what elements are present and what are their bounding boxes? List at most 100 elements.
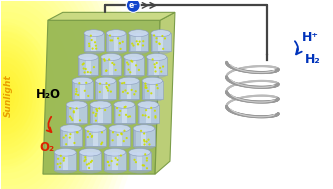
Ellipse shape: [66, 120, 87, 125]
Circle shape: [146, 160, 148, 162]
Polygon shape: [114, 105, 135, 122]
Circle shape: [111, 160, 113, 162]
Circle shape: [99, 83, 101, 85]
Circle shape: [69, 136, 71, 139]
Circle shape: [152, 58, 154, 60]
Polygon shape: [109, 57, 113, 75]
Polygon shape: [159, 33, 163, 51]
Circle shape: [142, 40, 144, 42]
Polygon shape: [117, 129, 122, 146]
Polygon shape: [43, 20, 160, 174]
Polygon shape: [142, 81, 163, 99]
Circle shape: [70, 117, 72, 119]
Polygon shape: [60, 129, 63, 146]
Ellipse shape: [124, 53, 144, 60]
Ellipse shape: [78, 53, 98, 60]
Polygon shape: [79, 152, 101, 170]
Ellipse shape: [129, 48, 148, 54]
Polygon shape: [109, 129, 130, 146]
Circle shape: [153, 34, 155, 36]
Circle shape: [69, 115, 71, 118]
Polygon shape: [54, 152, 76, 170]
Ellipse shape: [119, 96, 139, 101]
Polygon shape: [68, 129, 74, 146]
Ellipse shape: [96, 77, 116, 84]
Circle shape: [95, 45, 97, 47]
Polygon shape: [146, 105, 151, 122]
Ellipse shape: [129, 148, 151, 156]
Circle shape: [143, 132, 145, 135]
Circle shape: [120, 48, 122, 50]
Circle shape: [148, 139, 150, 141]
Circle shape: [101, 142, 103, 144]
Circle shape: [107, 161, 109, 163]
Ellipse shape: [104, 167, 126, 173]
Circle shape: [110, 91, 112, 93]
Circle shape: [161, 35, 164, 37]
Circle shape: [132, 44, 135, 47]
Circle shape: [131, 60, 133, 63]
Circle shape: [159, 43, 161, 45]
Ellipse shape: [142, 96, 163, 101]
Circle shape: [73, 142, 76, 144]
Text: Sunlight: Sunlight: [4, 74, 13, 117]
Circle shape: [131, 89, 133, 91]
Ellipse shape: [151, 30, 170, 37]
Polygon shape: [84, 33, 86, 51]
Ellipse shape: [133, 143, 155, 149]
Polygon shape: [86, 57, 91, 75]
Ellipse shape: [72, 77, 93, 84]
Circle shape: [105, 69, 108, 72]
Circle shape: [101, 131, 103, 133]
Circle shape: [117, 134, 119, 136]
Ellipse shape: [114, 120, 135, 125]
Ellipse shape: [106, 48, 126, 54]
Circle shape: [154, 66, 156, 68]
Polygon shape: [136, 33, 141, 51]
Circle shape: [113, 64, 115, 66]
Polygon shape: [147, 57, 166, 75]
Polygon shape: [114, 33, 119, 51]
Circle shape: [157, 87, 159, 89]
Ellipse shape: [84, 30, 104, 37]
Circle shape: [129, 115, 131, 118]
Polygon shape: [147, 57, 149, 75]
Circle shape: [148, 116, 150, 118]
Circle shape: [105, 86, 108, 88]
Circle shape: [59, 166, 61, 168]
Polygon shape: [122, 105, 127, 122]
Circle shape: [104, 109, 106, 111]
Ellipse shape: [133, 125, 155, 132]
Circle shape: [140, 130, 142, 132]
Polygon shape: [137, 152, 142, 170]
Circle shape: [85, 82, 87, 84]
Circle shape: [117, 37, 119, 40]
Ellipse shape: [138, 120, 159, 125]
Polygon shape: [60, 129, 82, 146]
Circle shape: [83, 160, 86, 162]
Circle shape: [103, 58, 105, 60]
Circle shape: [84, 156, 86, 158]
Polygon shape: [150, 81, 155, 99]
Circle shape: [138, 69, 140, 71]
Circle shape: [158, 42, 161, 45]
Circle shape: [93, 66, 95, 68]
Circle shape: [96, 110, 98, 112]
Ellipse shape: [106, 30, 126, 37]
Circle shape: [164, 37, 166, 40]
Text: H⁺: H⁺: [302, 31, 319, 44]
Circle shape: [60, 155, 62, 157]
Circle shape: [143, 139, 145, 141]
Circle shape: [144, 143, 146, 146]
Circle shape: [99, 91, 101, 93]
Ellipse shape: [84, 48, 104, 54]
Circle shape: [91, 136, 93, 138]
Circle shape: [127, 63, 130, 65]
Polygon shape: [78, 57, 98, 75]
Ellipse shape: [129, 30, 148, 37]
Text: H₂: H₂: [305, 53, 321, 67]
Polygon shape: [151, 33, 153, 51]
Circle shape: [63, 157, 65, 160]
Circle shape: [107, 161, 109, 163]
Circle shape: [75, 93, 77, 95]
